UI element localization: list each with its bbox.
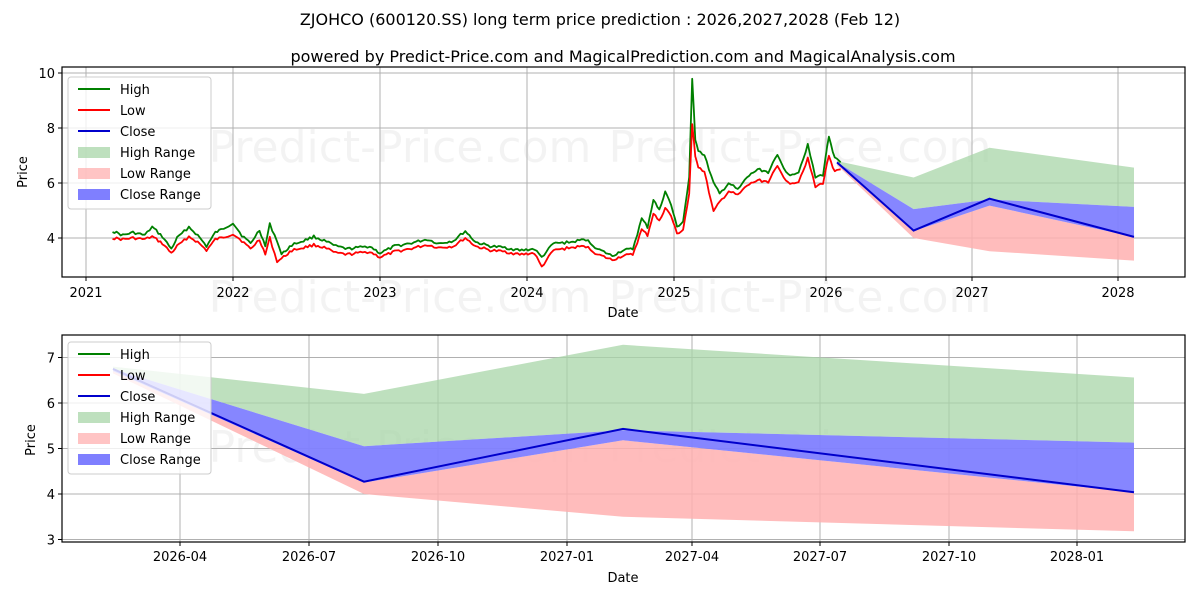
top-chart-axes: Predict-Price.com Predict-Price.com Predic… xyxy=(16,66,1186,323)
legend-item-label: Close xyxy=(120,125,155,140)
close-forecast-line xyxy=(112,367,1135,494)
legend-item-label: Low xyxy=(120,369,146,384)
legend-item-label: High xyxy=(120,348,150,363)
x-tick-label: 2026-04 xyxy=(153,550,207,565)
legend-swatch-patch xyxy=(78,433,110,444)
x-tick-label: 2026-07 xyxy=(282,550,336,565)
high-range-band xyxy=(837,147,1134,210)
chart-subtitle: powered by Predict-Price.com and Magical… xyxy=(290,47,955,66)
legend-item-label: High Range xyxy=(120,146,195,161)
x-tick-label: 2022 xyxy=(216,286,249,301)
y-tick-label: 7 xyxy=(47,352,55,367)
bottom-chart-legend: High Low Close High Range Low Range Close Ran… xyxy=(67,341,212,475)
top-chart-ylabel: Price xyxy=(16,156,31,188)
x-tick-label: 2027 xyxy=(955,286,988,301)
watermark-text: Predict-Price.com xyxy=(209,272,592,323)
legend-swatch-patch xyxy=(78,168,110,179)
bottom-chart-frame xyxy=(61,334,1186,543)
top-chart-price-lines xyxy=(112,77,1135,268)
x-tick-label: 2027-10 xyxy=(922,550,976,565)
legend-swatch-patch xyxy=(78,412,110,423)
legend-swatch-patch xyxy=(78,147,110,158)
x-tick-label: 2028-01 xyxy=(1050,550,1104,565)
bottom-chart-ylabel: Price xyxy=(24,424,39,456)
top-chart-ticks: 2021 2022 2023 2024 2025 2026 2027 2028 4 6 8 10 xyxy=(38,67,1134,301)
low-range-band xyxy=(837,163,1134,261)
low-range-band xyxy=(113,371,1134,532)
legend-item-label: High xyxy=(120,83,150,98)
legend-swatch-patch xyxy=(78,189,110,200)
legend-item-label: Low Range xyxy=(120,167,191,182)
watermark-text: Predict-Price.com xyxy=(209,122,592,173)
y-tick-label: 8 xyxy=(47,122,55,137)
bottom-chart-close-line xyxy=(112,367,1135,494)
watermark-text: Predict-Price.com xyxy=(609,272,992,323)
bottom-chart-axes: Predict-Price.comPredict-Price.com 2026-… xyxy=(24,334,1186,586)
high-range-band xyxy=(113,344,1134,447)
watermark-text: Predict-Price.com xyxy=(609,122,992,173)
y-tick-label: 5 xyxy=(47,443,55,458)
x-tick-label: 2028 xyxy=(1101,286,1134,301)
y-tick-label: 4 xyxy=(47,488,55,503)
y-tick-label: 6 xyxy=(47,397,55,412)
bottom-chart-ticks: 2026-04 2026-07 2026-10 2027-01 2027-04 2027-… xyxy=(47,352,1104,566)
y-tick-label: 4 xyxy=(47,232,55,247)
high-price-line xyxy=(112,77,842,258)
low-price-line xyxy=(112,123,841,268)
top-chart-xlabel: Date xyxy=(607,306,638,321)
y-tick-label: 6 xyxy=(47,177,55,192)
legend-swatch-patch xyxy=(78,454,110,465)
x-tick-label: 2027-07 xyxy=(793,550,847,565)
y-tick-label: 10 xyxy=(38,67,55,82)
legend-item-label: Close Range xyxy=(120,453,201,468)
x-tick-label: 2027-01 xyxy=(540,550,594,565)
legend-item-label: Close Range xyxy=(120,188,201,203)
y-tick-label: 3 xyxy=(47,534,55,549)
x-tick-label: 2025 xyxy=(657,286,690,301)
top-chart-watermark: Predict-Price.com Predict-Price.com Predic… xyxy=(209,122,992,323)
x-tick-label: 2023 xyxy=(363,286,396,301)
legend-item-label: Close xyxy=(120,390,155,405)
top-chart-legend: High Low Close High Range Low Range Close Ran… xyxy=(67,76,212,210)
legend-item-label: Low Range xyxy=(120,432,191,447)
chart-title: ZJOHCO (600120.SS) long term price predi… xyxy=(300,10,900,29)
bottom-chart-xlabel: Date xyxy=(607,571,638,586)
x-tick-label: 2026 xyxy=(809,286,842,301)
x-tick-label: 2021 xyxy=(69,286,102,301)
x-tick-label: 2027-04 xyxy=(665,550,719,565)
top-chart-frame xyxy=(61,66,1186,278)
top-chart-gridlines xyxy=(62,67,1185,277)
legend-item-label: High Range xyxy=(120,411,195,426)
x-tick-label: 2026-10 xyxy=(411,550,465,565)
close-forecast-line xyxy=(836,161,1135,238)
x-tick-label: 2024 xyxy=(510,286,543,301)
legend-item-label: Low xyxy=(120,104,146,119)
